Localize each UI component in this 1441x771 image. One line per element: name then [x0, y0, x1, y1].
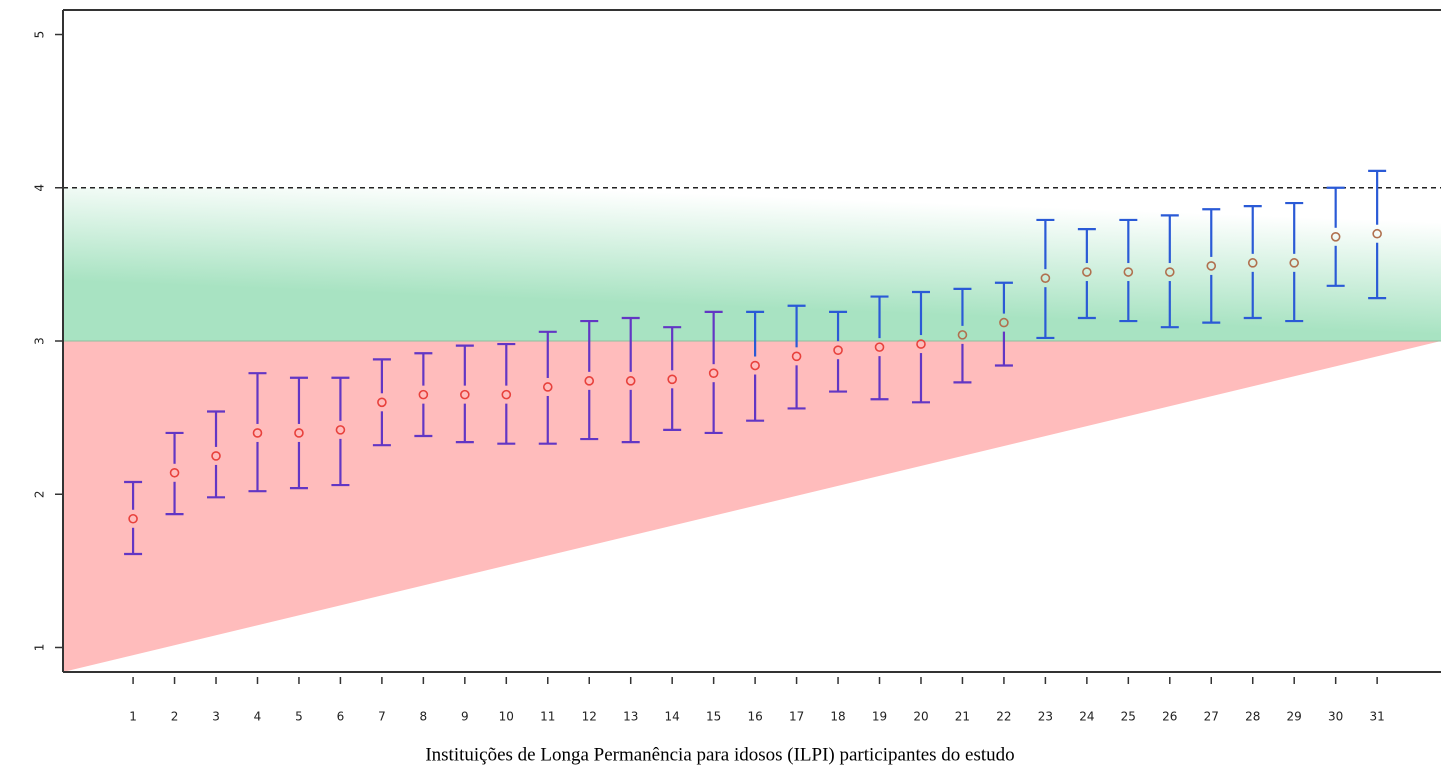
mean-point [1082, 267, 1092, 277]
x-tick-label: 5 [295, 710, 303, 724]
x-tick-label: 19 [872, 710, 887, 724]
mean-point [211, 451, 221, 461]
x-tick-label: 26 [1162, 710, 1177, 724]
mean-point [377, 397, 387, 408]
mean-point [791, 351, 802, 362]
x-tick-label: 8 [420, 710, 428, 724]
mean-point [584, 376, 595, 386]
mean-point [1164, 267, 1175, 277]
x-tick-label: 3 [212, 710, 220, 724]
mean-point [1372, 228, 1382, 239]
mean-point [916, 339, 926, 349]
mean-point [128, 513, 138, 524]
x-tick-label: 20 [913, 710, 928, 724]
x-tick-label: 31 [1369, 710, 1384, 724]
mean-point [1330, 231, 1341, 242]
zones [63, 187, 1441, 672]
mean-point [999, 317, 1009, 328]
x-tick-label: 21 [955, 710, 970, 724]
zone-below [63, 341, 1441, 672]
x-tick-label: 15 [706, 710, 721, 724]
x-axis-label: Instituições de Longa Permanência para i… [425, 744, 1014, 765]
x-tick-label: 11 [540, 710, 555, 724]
y-tick-label: 3 [33, 337, 47, 345]
mean-point [294, 428, 304, 438]
x-tick-label: 14 [665, 710, 680, 724]
y-tick-label: 4 [33, 184, 47, 192]
mean-point [418, 389, 429, 400]
x-tick-label: 12 [582, 710, 597, 724]
mean-point [667, 374, 677, 385]
mean-point [750, 360, 760, 371]
mean-point [169, 467, 180, 478]
mean-point [460, 389, 470, 400]
x-tick-label: 4 [254, 710, 262, 724]
x-tick-label: 24 [1079, 710, 1094, 724]
mean-point [833, 345, 843, 355]
x-tick-label: 30 [1328, 710, 1343, 724]
mean-point [335, 425, 346, 435]
mean-point [625, 376, 636, 386]
x-tick-label: 13 [623, 710, 638, 724]
mean-point [542, 382, 553, 392]
x-tick-label: 1 [129, 710, 137, 724]
x-tick-label: 18 [830, 710, 845, 724]
x-tick-label: 25 [1121, 710, 1136, 724]
x-tick-label: 29 [1287, 710, 1302, 724]
x-tick-label: 28 [1245, 710, 1260, 724]
mean-point [874, 342, 885, 352]
x-tick-label: 17 [789, 710, 804, 724]
mean-point [1247, 258, 1258, 268]
x-tick-label: 2 [171, 710, 179, 724]
mean-point [708, 368, 719, 378]
x-tick-label: 9 [461, 710, 469, 724]
x-tick-label: 27 [1204, 710, 1219, 724]
mean-point [252, 428, 263, 438]
x-tick-label: 6 [337, 710, 345, 724]
mean-point [1206, 261, 1217, 271]
x-tick-label: 7 [378, 710, 386, 724]
y-tick-label: 2 [33, 490, 47, 498]
mean-point [1289, 258, 1300, 268]
x-tick-label: 23 [1038, 710, 1053, 724]
y-tick-label: 5 [33, 31, 47, 39]
y-tick-label: 1 [33, 644, 47, 652]
x-tick-label: 22 [996, 710, 1011, 724]
x-tick-label: 16 [747, 710, 762, 724]
mean-point [1040, 273, 1051, 283]
mean-point [501, 389, 512, 400]
x-tick-label: 10 [499, 710, 514, 724]
mean-point [957, 330, 968, 340]
mean-point [1123, 267, 1134, 277]
